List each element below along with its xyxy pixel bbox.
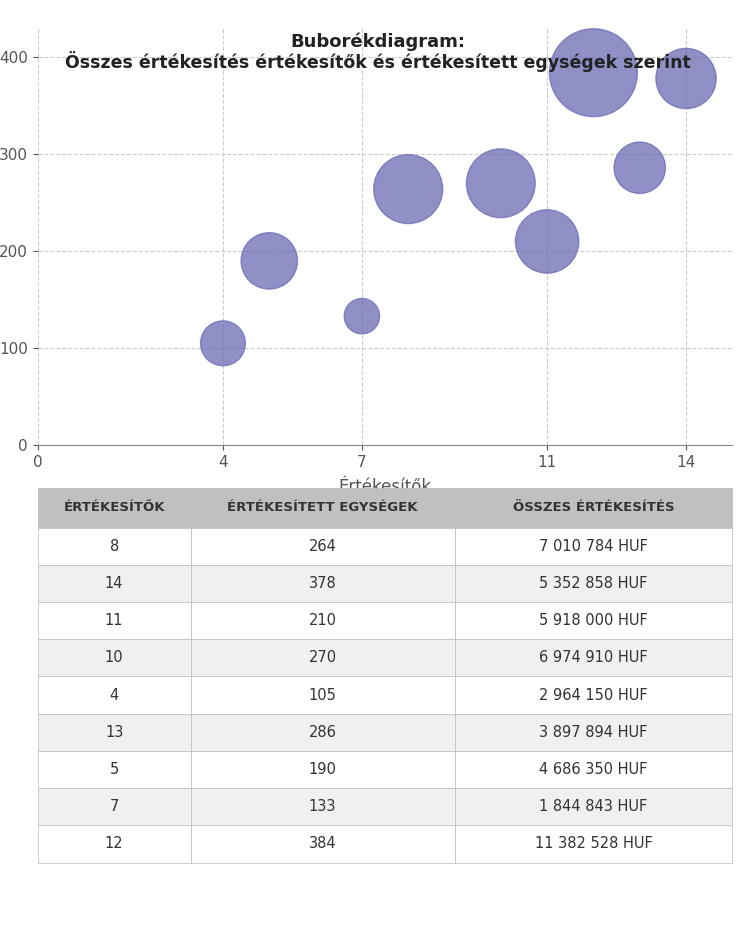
Point [217,336,229,351]
Point [587,66,599,80]
X-axis label: Értékesítők: Értékesítők [338,478,432,496]
Point [633,160,646,175]
Text: Buborékdiagram:: Buborékdiagram: [290,33,465,51]
Point [263,254,276,269]
Point [680,71,692,86]
Point [541,234,553,249]
Point [495,176,507,191]
Text: Összes értékesítés értékesítők és értékesített egységek szerint: Összes értékesítés értékesítők és értéke… [65,51,690,72]
Point [402,182,414,197]
Point [356,309,368,324]
